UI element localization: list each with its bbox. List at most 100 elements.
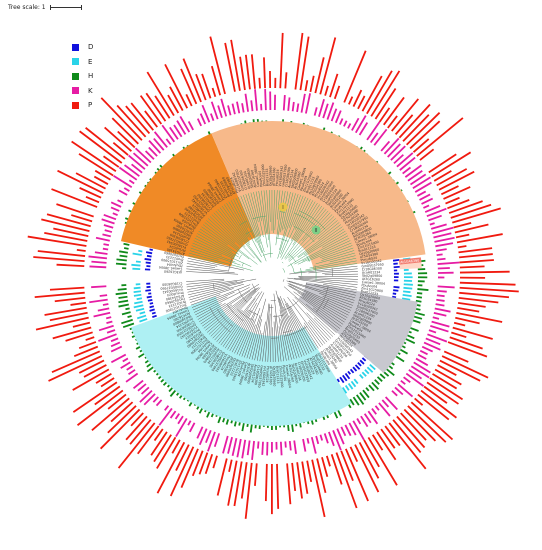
bar-p [459, 291, 510, 299]
bar-p [100, 377, 115, 388]
bar-d [342, 374, 348, 382]
bar-k [437, 289, 447, 293]
bar-k [102, 303, 109, 306]
bar-k [231, 437, 238, 457]
bar-k [334, 110, 342, 124]
branch [210, 287, 261, 337]
bar-p [383, 96, 405, 126]
bar-p [107, 405, 137, 434]
leaf-label: Bra011233 [305, 176, 316, 194]
bar-e [403, 286, 413, 290]
branch [249, 298, 267, 360]
bar-e [133, 304, 144, 309]
bar-p [182, 58, 202, 103]
bar-p [76, 248, 86, 252]
branch [206, 220, 240, 249]
bar-p [314, 57, 325, 94]
bar-k [98, 324, 114, 332]
bar-k [143, 393, 156, 406]
bar-h [379, 373, 386, 380]
bar-p [44, 306, 87, 316]
leaf-label: Cr18G06300 [162, 281, 182, 286]
bar-p [453, 321, 466, 327]
bar-p [130, 102, 154, 131]
bar-k [436, 253, 443, 257]
branch [323, 289, 356, 299]
branch [251, 319, 262, 360]
bar-p [78, 359, 105, 374]
bar-p [416, 117, 464, 157]
branch [275, 290, 295, 360]
bar-k [430, 324, 449, 333]
branch [202, 224, 250, 260]
branch [192, 242, 222, 256]
branch [324, 273, 358, 276]
bar-p [352, 89, 363, 107]
leaf-label: Ptrsu6G24 [220, 354, 232, 371]
branch [209, 216, 241, 246]
branch [273, 321, 277, 362]
bar-e [136, 314, 147, 320]
bar-p [454, 223, 489, 234]
bar-k [391, 390, 398, 397]
bar-k [351, 117, 360, 131]
bar-k [343, 120, 348, 127]
bar-k [437, 267, 450, 270]
branch-arc [209, 307, 231, 333]
leaf-label: PpuAce04 [348, 321, 364, 333]
bar-p [71, 214, 93, 223]
bar-p [49, 311, 88, 322]
bar-k [220, 98, 228, 117]
bar-k [137, 383, 147, 392]
bar-p [414, 397, 424, 406]
bar-d [149, 302, 154, 305]
branch [242, 194, 261, 244]
leaf-label: PpuAce04 [172, 305, 188, 314]
leaf-label: Os10g20660 [164, 250, 185, 258]
bar-p [70, 301, 87, 306]
bar-k [328, 431, 335, 447]
leaf-label: Ptrsu6G24 [229, 177, 239, 194]
bar-k [153, 131, 168, 148]
bar-k [373, 128, 388, 146]
branch [216, 310, 244, 342]
bar-p [53, 227, 89, 237]
bar-k [101, 218, 115, 225]
branch [266, 190, 272, 258]
branch [278, 326, 284, 362]
leaf-label: PpuAce04 [167, 262, 183, 268]
branch [273, 190, 275, 234]
bar-p [358, 441, 380, 479]
legend: D E H K P [72, 40, 93, 113]
branch [186, 265, 229, 272]
bar-k [414, 181, 432, 193]
bar-p [37, 250, 86, 257]
bar-k [437, 285, 455, 289]
bar-k [176, 120, 187, 135]
bar-k [110, 341, 121, 348]
bar-p [388, 422, 427, 470]
bar-p [456, 311, 503, 323]
bar-p [78, 153, 114, 177]
leaf-label: At3G16260 [354, 231, 372, 242]
bar-p [75, 172, 106, 190]
bar-p [195, 73, 207, 101]
branch [288, 220, 338, 262]
leaf-label: At3G16260 [173, 311, 191, 322]
branch [280, 197, 309, 258]
bar-k [164, 405, 170, 411]
bar-k [254, 89, 258, 111]
bar-e [138, 249, 143, 253]
bar-k [118, 189, 128, 196]
leaf-label: Gm05G37950 [361, 262, 384, 268]
bar-k [148, 139, 162, 154]
leaf-label: AT5G54380 [222, 356, 234, 374]
leaf-label: Zm11G15900 [302, 171, 314, 193]
bar-h [116, 258, 127, 262]
bar-h [352, 396, 360, 406]
branch [293, 291, 342, 327]
bar-h [415, 299, 422, 303]
leaf-label: AcoH01234 [351, 224, 369, 236]
branch [297, 292, 345, 323]
